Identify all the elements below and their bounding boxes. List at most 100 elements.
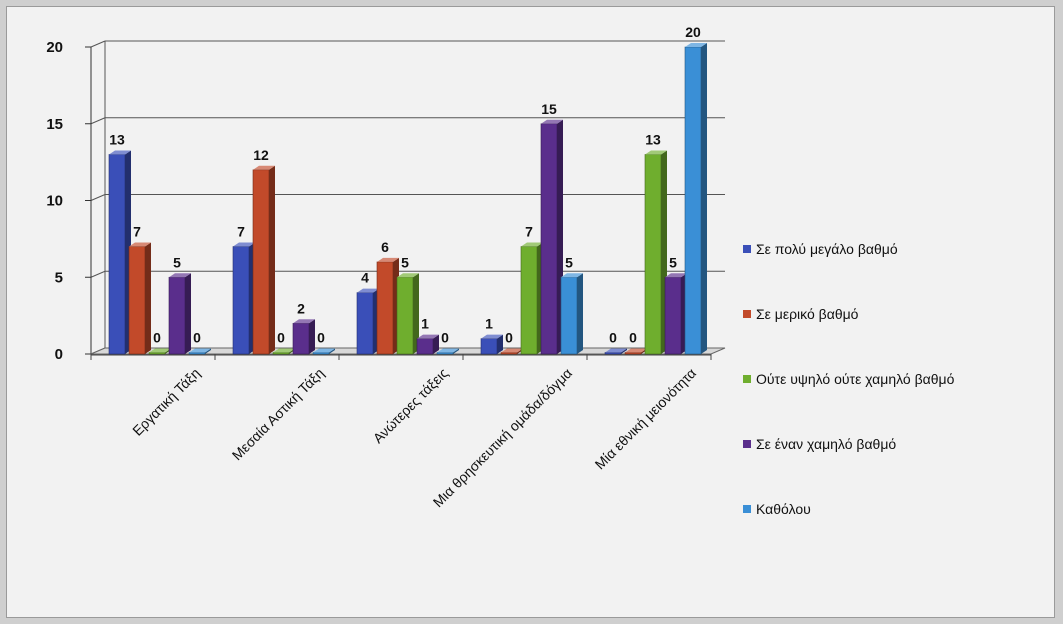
bar-top — [541, 119, 563, 124]
bar — [168, 273, 191, 355]
gridline-side — [90, 117, 106, 125]
bar — [188, 348, 211, 355]
bar-front — [520, 246, 538, 355]
bar — [644, 150, 667, 355]
bar-top — [625, 348, 647, 353]
bar — [376, 257, 399, 355]
bar-front — [272, 352, 290, 355]
data-label: 1 — [485, 316, 493, 332]
category-label: Ανώτερες τάξεις — [370, 365, 452, 447]
bar-top — [665, 273, 687, 278]
bar-top — [501, 348, 523, 353]
category-label: Εργατική Τάξη — [129, 365, 203, 439]
bar-top — [521, 242, 543, 247]
bar-front — [604, 352, 622, 355]
bar-front — [292, 322, 310, 355]
data-label: 0 — [441, 330, 449, 346]
bar-top — [313, 348, 335, 353]
bar-top — [437, 348, 459, 353]
legend-label: Σε έναν χαμηλό βαθμό — [756, 436, 896, 452]
bar — [520, 242, 543, 355]
bar-front — [148, 352, 166, 355]
bar-front — [664, 276, 682, 355]
data-label: 0 — [629, 330, 637, 346]
category-label: Μεσαία Αστική Τάξη — [229, 365, 327, 463]
bar-top — [149, 348, 171, 353]
bar-top — [685, 43, 707, 47]
category-label: Μία εθνική μειονότητα — [592, 365, 700, 473]
category-label: Μια θρησκευτική ομάδα/δόγμα — [430, 365, 575, 510]
data-label: 7 — [133, 224, 141, 240]
bar-top — [645, 150, 667, 155]
data-label: 6 — [381, 239, 389, 255]
legend-item: Καθόλου — [743, 501, 811, 517]
bar — [540, 119, 563, 355]
bar-side — [205, 348, 211, 354]
bar — [664, 273, 687, 355]
bar-front — [356, 292, 374, 355]
bar-top — [169, 273, 191, 278]
legend-swatch — [743, 310, 751, 318]
bar-front — [500, 352, 518, 355]
legend-label: Σε πολύ μεγάλο βαθμό — [756, 241, 898, 257]
bar-front — [128, 246, 146, 355]
bar-front — [312, 352, 330, 355]
legend-item: Σε μερικό βαθμό — [743, 306, 859, 322]
bar-front — [436, 352, 454, 355]
bar-side — [497, 334, 503, 354]
bar-front — [480, 338, 498, 355]
bar-top — [417, 334, 439, 339]
chart-frame: 0 5 10 15 20 13 7 0 5 0 Εργατική Τάξη 7 12 0 2 0 Μεσαία … — [6, 6, 1055, 618]
data-label: 2 — [297, 300, 305, 316]
bar-side — [621, 348, 627, 354]
bar-front — [376, 261, 394, 355]
bar — [108, 150, 131, 355]
bar — [148, 348, 171, 355]
bar — [252, 165, 275, 355]
legend-swatch — [743, 505, 751, 513]
bar — [396, 273, 419, 355]
gridline-side — [90, 40, 106, 48]
bar-front — [252, 169, 270, 355]
data-label: 0 — [505, 330, 513, 346]
bar-front — [416, 338, 434, 355]
bar — [624, 348, 647, 355]
bar — [604, 348, 627, 355]
bar — [312, 348, 335, 355]
bar-side — [413, 273, 419, 354]
bar-side — [453, 348, 459, 354]
bar-top — [357, 288, 379, 293]
legend-item: Ούτε υψηλό ούτε χαμηλό βαθμό — [743, 371, 955, 387]
bar-side — [145, 242, 151, 354]
bar-top — [605, 348, 627, 353]
bar-front — [168, 276, 186, 355]
bar — [356, 288, 379, 355]
bar-top — [189, 348, 211, 353]
gridline-side — [90, 270, 106, 278]
data-label: 0 — [193, 330, 201, 346]
y-tick-label: 10 — [46, 193, 63, 210]
bar-front — [108, 154, 126, 355]
data-label: 7 — [237, 224, 245, 240]
bar — [128, 242, 151, 355]
bar-front — [560, 276, 578, 355]
y-tick-label: 0 — [55, 346, 63, 363]
legend-label: Ούτε υψηλό ούτε χαμηλό βαθμό — [756, 371, 955, 387]
bar-front — [540, 123, 558, 355]
data-label: 0 — [317, 330, 325, 346]
bar-side — [269, 165, 275, 354]
bar-front — [684, 46, 702, 355]
bar — [684, 43, 707, 355]
bar-front — [232, 246, 250, 355]
data-label: 1 — [421, 316, 429, 332]
legend-swatch — [743, 440, 751, 448]
data-label: 0 — [277, 330, 285, 346]
bar-top — [253, 165, 275, 170]
bar — [416, 334, 439, 355]
bar — [500, 348, 523, 355]
y-tick-label: 5 — [55, 269, 63, 286]
bar-front — [396, 276, 414, 355]
bar-front — [644, 154, 662, 355]
bar-top — [397, 273, 419, 278]
